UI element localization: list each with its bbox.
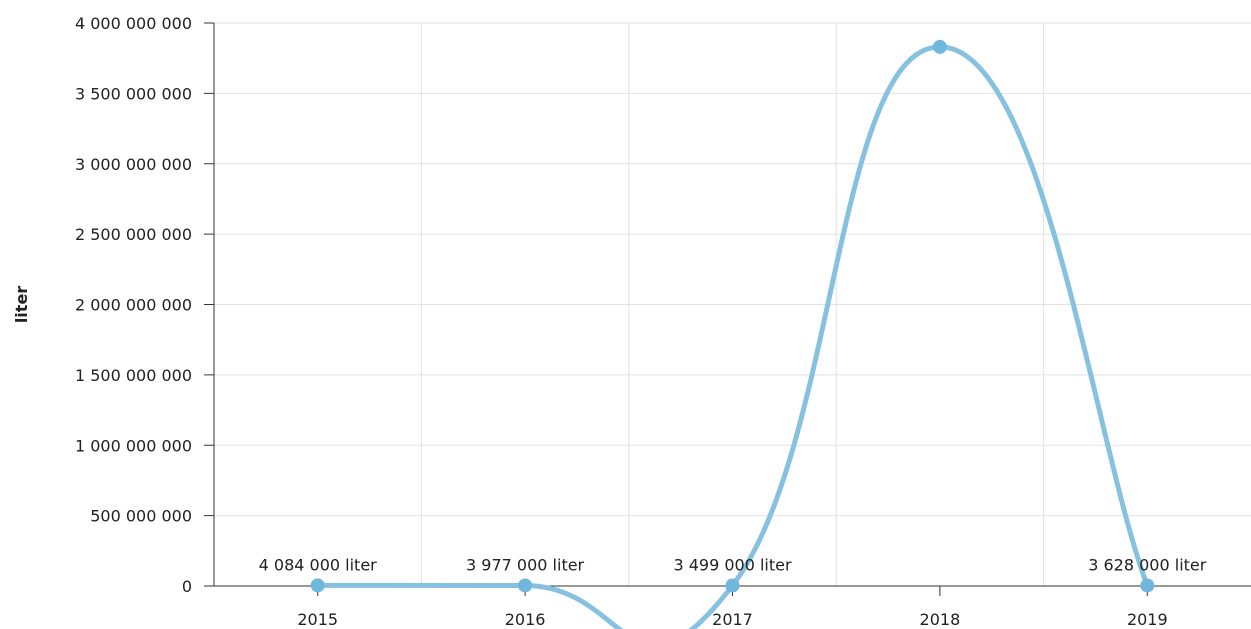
x-tick-label: 2017 bbox=[712, 610, 753, 629]
y-tick-label: 4 000 000 000 bbox=[75, 14, 192, 33]
data-point[interactable] bbox=[1140, 578, 1155, 593]
y-axis-title: liter bbox=[12, 286, 31, 323]
y-tick-label: 2 500 000 000 bbox=[75, 225, 192, 244]
data-point[interactable] bbox=[725, 578, 740, 593]
x-axis-ticks: 2015 2016 2017 2018 2019 bbox=[297, 586, 1168, 629]
data-point[interactable] bbox=[310, 578, 325, 593]
data-point[interactable] bbox=[518, 578, 533, 593]
data-label: 3 628 000 liter bbox=[1088, 555, 1207, 574]
horizontal-grid bbox=[214, 22, 1251, 517]
y-tick-label: 1 500 000 000 bbox=[75, 366, 192, 385]
data-point[interactable] bbox=[932, 39, 947, 54]
y-tick-label: 2 000 000 000 bbox=[75, 296, 192, 315]
y-tick-label: 0 bbox=[182, 577, 192, 596]
data-label: 4 084 000 liter bbox=[259, 555, 378, 574]
y-axis-ticks: 0 500 000 000 1 000 000 000 1 500 000 000 2 … bbox=[75, 14, 214, 596]
x-tick-label: 2019 bbox=[1127, 610, 1168, 629]
x-tick-label: 2018 bbox=[920, 610, 961, 629]
x-tick-label: 2016 bbox=[505, 610, 546, 629]
data-label: 3 499 000 liter bbox=[673, 556, 792, 575]
series-group bbox=[310, 39, 1155, 629]
y-tick-label: 3 000 000 000 bbox=[75, 155, 192, 174]
data-labels: 4 084 000 liter 3 977 000 liter 3 499 000 … bbox=[259, 555, 1207, 574]
x-tick-label: 2015 bbox=[297, 610, 338, 629]
data-label: 3 977 000 liter bbox=[466, 555, 585, 574]
y-tick-label: 1 000 000 000 bbox=[75, 436, 192, 455]
y-tick-label: 3 500 000 000 bbox=[75, 84, 192, 103]
y-tick-label: 500 000 000 bbox=[90, 507, 192, 526]
series-line bbox=[315, 44, 1150, 629]
